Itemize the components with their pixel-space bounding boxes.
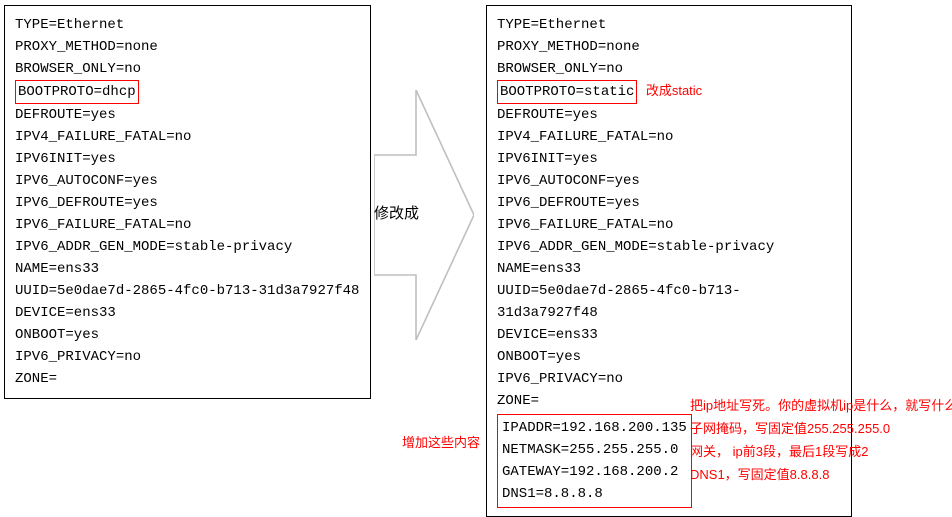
cfg-line: IPV6_PRIVACY=no xyxy=(497,368,841,390)
cfg-line: PROXY_METHOD=none xyxy=(15,36,360,58)
cfg-line: ZONE= xyxy=(15,368,360,390)
arrow-label: 修改成 xyxy=(374,202,419,223)
cfg-line: IPV6_ADDR_GEN_MODE=stable-privacy xyxy=(15,236,360,258)
note-dns1: DNS1，写固定值8.8.8.8 xyxy=(690,464,829,483)
added-lines-box: IPADDR=192.168.200.135 NETMASK=255.255.2… xyxy=(497,414,692,508)
cfg-line: BROWSER_ONLY=no xyxy=(497,58,841,80)
bootproto-highlight: BOOTPROTO=dhcp xyxy=(15,80,139,104)
arrow-shape: 修改成 xyxy=(374,90,474,345)
cfg-line: UUID=5e0dae7d-2865-4fc0-b713-31d3a7927f4… xyxy=(15,280,360,302)
cfg-line: IPV6_AUTOCONF=yes xyxy=(497,170,841,192)
static-note: 改成static xyxy=(646,83,702,98)
cfg-line: IPV6_FAILURE_FATAL=no xyxy=(497,214,841,236)
cfg-line: UUID=5e0dae7d-2865-4fc0-b713-31d3a7927f4… xyxy=(497,280,841,324)
cfg-line: DEVICE=ens33 xyxy=(497,324,841,346)
bootproto-static-highlight: BOOTPROTO=static xyxy=(497,80,637,104)
cfg-line: BOOTPROTO=dhcp xyxy=(15,80,360,104)
note-netmask: 子网掩码，写固定值255.255.255.0 xyxy=(690,418,890,437)
left-config-box: TYPE=Ethernet PROXY_METHOD=none BROWSER_… xyxy=(4,5,371,399)
cfg-line: ONBOOT=yes xyxy=(15,324,360,346)
cfg-line: TYPE=Ethernet xyxy=(15,14,360,36)
cfg-line: TYPE=Ethernet xyxy=(497,14,841,36)
cfg-line: IPV6_ADDR_GEN_MODE=stable-privacy xyxy=(497,236,841,258)
cfg-line: DEFROUTE=yes xyxy=(15,104,360,126)
cfg-line: IPV6INIT=yes xyxy=(497,148,841,170)
add-lines-label: 增加这些内容 xyxy=(402,432,480,451)
cfg-line: BROWSER_ONLY=no xyxy=(15,58,360,80)
cfg-line: ONBOOT=yes xyxy=(497,346,841,368)
cfg-line: PROXY_METHOD=none xyxy=(497,36,841,58)
cfg-line: BOOTPROTO=static 改成static xyxy=(497,80,841,104)
cfg-line: IPV6_PRIVACY=no xyxy=(15,346,360,368)
cfg-line: IPV6INIT=yes xyxy=(15,148,360,170)
cfg-line-ipaddr: IPADDR=192.168.200.135 xyxy=(502,417,687,439)
cfg-line: IPV6_DEFROUTE=yes xyxy=(15,192,360,214)
cfg-line: DEFROUTE=yes xyxy=(497,104,841,126)
cfg-line-netmask: NETMASK=255.255.255.0 xyxy=(502,439,687,461)
note-ipaddr: 把ip地址写死。你的虚拟机ip是什么，就写什么 xyxy=(690,395,952,414)
cfg-line: DEVICE=ens33 xyxy=(15,302,360,324)
cfg-line: IPV6_FAILURE_FATAL=no xyxy=(15,214,360,236)
cfg-line-gateway: GATEWAY=192.168.200.2 xyxy=(502,461,687,483)
cfg-line: NAME=ens33 xyxy=(15,258,360,280)
cfg-line: IPV6_AUTOCONF=yes xyxy=(15,170,360,192)
cfg-line: IPV4_FAILURE_FATAL=no xyxy=(15,126,360,148)
cfg-line: IPV6_DEFROUTE=yes xyxy=(497,192,841,214)
cfg-line: IPV4_FAILURE_FATAL=no xyxy=(497,126,841,148)
cfg-line: NAME=ens33 xyxy=(497,258,841,280)
note-gateway: 网关， ip前3段，最后1段写成2 xyxy=(690,441,868,460)
